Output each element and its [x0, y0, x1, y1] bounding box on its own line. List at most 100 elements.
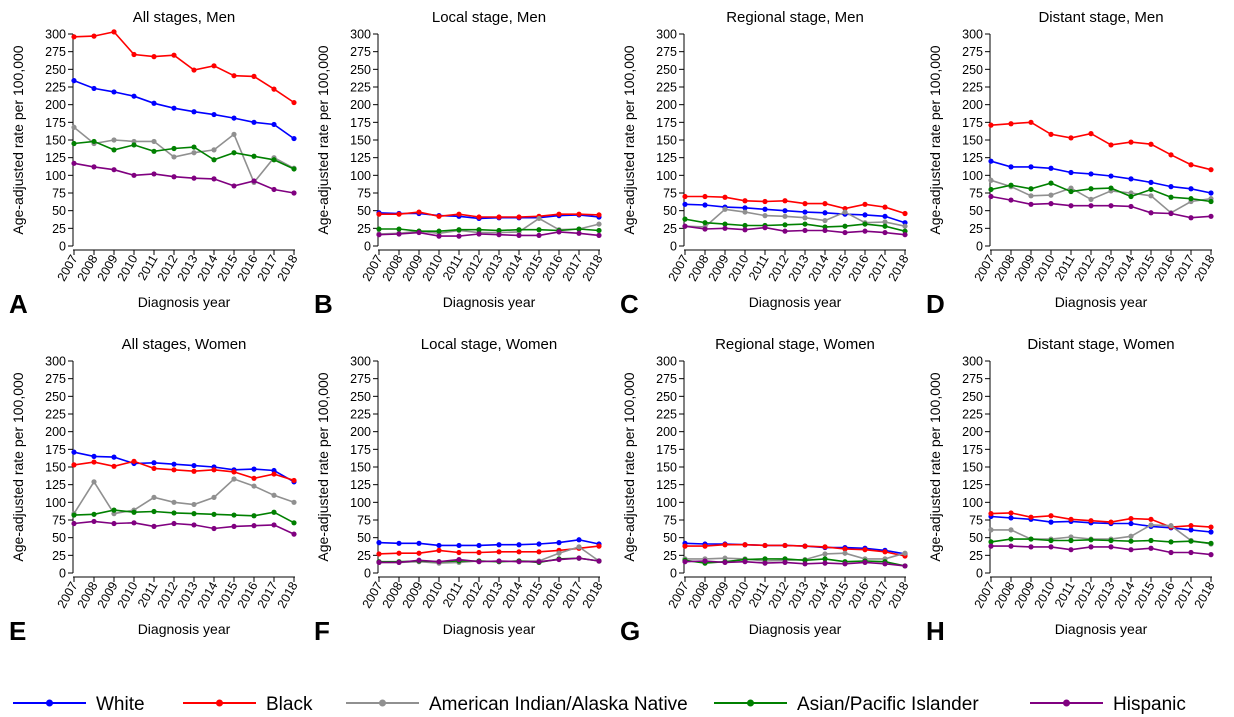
data-point-american-indian-alaska-native [802, 215, 808, 221]
data-point-american-indian-alaska-native [1048, 192, 1054, 198]
legend-swatch-marker [46, 699, 53, 707]
data-point-black [1008, 510, 1014, 516]
y-tick-label: 225 [656, 81, 677, 95]
data-point-asian-pacific-islander [1068, 537, 1074, 544]
series-line-black [379, 211, 600, 218]
panel-letter: A [9, 289, 28, 319]
data-point-black [1208, 524, 1214, 530]
data-point-hispanic [1208, 552, 1214, 558]
data-point-asian-pacific-islander [742, 222, 748, 229]
y-tick-label: 250 [45, 63, 66, 77]
data-point-hispanic [231, 183, 237, 189]
series-line-hispanic [379, 557, 600, 564]
data-point-hispanic [291, 531, 297, 537]
y-tick-label: 300 [656, 28, 677, 42]
data-point-white [862, 212, 868, 218]
y-tick-label: 125 [45, 151, 66, 165]
data-point-white [71, 78, 77, 84]
data-point-white [211, 111, 217, 118]
data-point-asian-pacific-islander [1108, 537, 1114, 544]
data-point-black [516, 549, 522, 555]
data-point-hispanic [496, 232, 502, 238]
series-line-black [990, 512, 1212, 528]
y-tick-label: 150 [656, 134, 677, 148]
series-line-asian-pacific-islander [990, 182, 1212, 203]
y-tick-label: 300 [350, 28, 371, 42]
data-point-american-indian-alaska-native [762, 213, 768, 219]
data-point-black [576, 211, 582, 217]
y-tick-label: 75 [969, 187, 983, 201]
series-line-hispanic [73, 162, 295, 194]
y-tick-label: 75 [52, 187, 66, 201]
data-point-hispanic [376, 559, 382, 566]
data-point-white [496, 542, 502, 548]
data-point-american-indian-alaska-native [271, 492, 277, 498]
data-point-asian-pacific-islander [1008, 536, 1014, 542]
data-point-asian-pacific-islander [231, 150, 237, 156]
data-point-black [702, 543, 708, 549]
data-point-black [882, 204, 888, 210]
data-point-asian-pacific-islander [1028, 186, 1034, 192]
data-point-black [191, 468, 197, 474]
data-point-black [211, 467, 217, 473]
series-line-hispanic [684, 225, 906, 236]
data-point-white [131, 93, 137, 99]
data-point-hispanic [396, 559, 402, 566]
y-tick-label: 100 [962, 496, 983, 510]
legend-swatch-marker [379, 699, 386, 707]
series-line-white [378, 212, 600, 220]
data-point-white [1088, 171, 1094, 177]
y-axis-label: Age-adjusted rate per 100,000 [927, 45, 943, 234]
data-point-black [376, 211, 382, 217]
y-tick-label: 175 [350, 443, 371, 457]
data-point-black [271, 86, 277, 92]
data-point-hispanic [1028, 544, 1034, 550]
data-point-american-indian-alaska-native [742, 209, 748, 215]
y-tick-label: 225 [45, 408, 66, 422]
data-point-hispanic [882, 229, 888, 236]
data-point-hispanic [1188, 549, 1194, 556]
y-tick-label: 175 [45, 443, 66, 457]
y-tick-label: 250 [962, 63, 983, 77]
data-point-black [862, 547, 868, 553]
y-tick-label: 175 [962, 116, 983, 130]
y-tick-label: 275 [45, 372, 66, 386]
data-point-asian-pacific-islander [1128, 193, 1134, 200]
data-point-hispanic [171, 520, 177, 527]
data-point-asian-pacific-islander [722, 221, 728, 227]
panel-d: Distant stage, Men 0 25 50 75 100 125 150 175 200… [926, 9, 1218, 319]
data-point-asian-pacific-islander [1148, 186, 1154, 193]
data-point-american-indian-alaska-native [722, 206, 728, 212]
data-point-white [1048, 519, 1054, 525]
data-point-hispanic [1028, 201, 1034, 207]
data-point-hispanic [171, 174, 177, 180]
x-axis-label: Diagnosis year [443, 621, 536, 637]
legend-label: American Indian/Alaska Native [429, 694, 688, 715]
data-point-black [822, 201, 828, 207]
data-point-asian-pacific-islander [291, 166, 297, 172]
series-line-white [990, 515, 1212, 533]
x-tick-label: 2018 [1192, 579, 1218, 610]
data-point-white [291, 135, 297, 142]
data-point-american-indian-alaska-native [1008, 527, 1014, 533]
y-tick-label: 25 [969, 222, 983, 236]
legend-item: White [13, 694, 145, 715]
y-tick-label: 100 [962, 169, 983, 183]
y-tick-label: 0 [59, 567, 66, 581]
data-point-hispanic [576, 230, 582, 236]
data-point-asian-pacific-islander [802, 221, 808, 227]
data-point-white [436, 542, 442, 549]
data-point-black [842, 546, 848, 552]
x-tick-label: 2010 [1032, 579, 1058, 610]
data-point-american-indian-alaska-native [191, 150, 197, 156]
data-point-asian-pacific-islander [251, 513, 257, 519]
y-tick-label: 0 [59, 240, 66, 254]
data-point-white [191, 462, 197, 469]
data-point-black [171, 52, 177, 58]
series-line-hispanic [684, 560, 906, 567]
data-point-hispanic [902, 563, 908, 569]
data-point-asian-pacific-islander [496, 227, 502, 234]
y-tick-label: 0 [976, 567, 983, 581]
data-point-white [231, 115, 237, 121]
data-point-hispanic [416, 229, 422, 236]
